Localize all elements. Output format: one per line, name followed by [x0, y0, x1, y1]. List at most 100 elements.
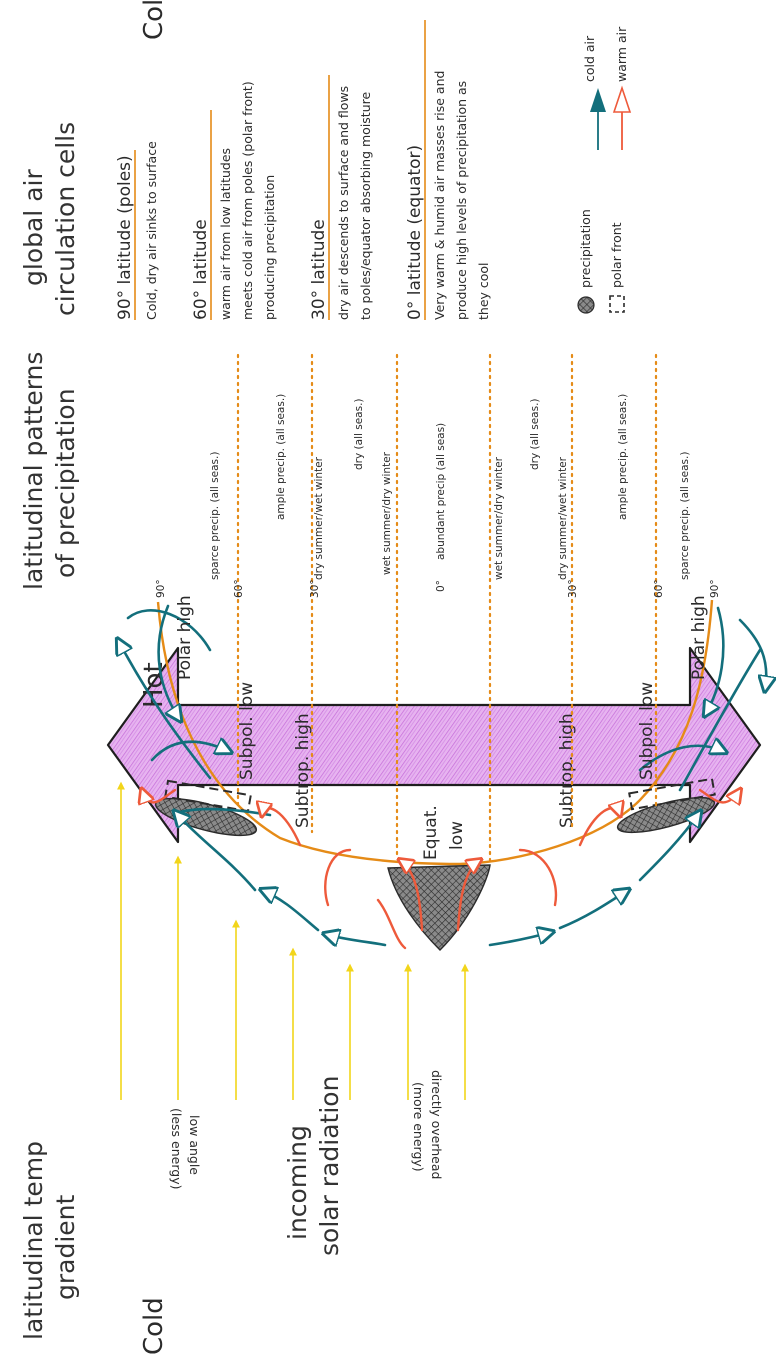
precip-zone: sparce precip. (all seas.)	[679, 452, 691, 580]
legend-polar-front-label: polar front	[609, 222, 624, 288]
cells-note-0: 0° latitude (equator) Very warm & humid …	[405, 20, 491, 320]
note-title: 0° latitude (equator)	[405, 145, 425, 320]
warm-air-arrow	[400, 860, 424, 932]
legend-warm-air-arrowhead	[612, 85, 632, 113]
warm-air-flows	[142, 790, 740, 950]
cold-air-arrow	[705, 606, 725, 715]
precip-blob-equator	[387, 864, 491, 951]
lat-tick: 90°	[709, 579, 721, 598]
note-line: meets cold air from poles (polar front)	[240, 81, 255, 320]
precip-zones: sparce precip. (all seas.) ample precip.…	[209, 394, 691, 580]
polar-front-left	[164, 779, 252, 813]
precip-zone: ample precip. (all seas.)	[275, 394, 287, 520]
lat-tick: 0°	[435, 580, 447, 592]
cold-air-arrow	[175, 812, 257, 892]
label-subtrop-high-left: Subtrop. high	[293, 713, 313, 828]
precip-zone: wet summer/dry winter	[493, 456, 505, 580]
cold-air-arrow	[150, 742, 230, 762]
solar-label-low-2: (less energy)	[169, 1108, 184, 1189]
precip-blob-right	[616, 796, 716, 834]
cells-note-30: 30° latitude dry air descends to surface…	[309, 75, 373, 320]
cold-air-arrow	[126, 609, 212, 652]
label-subpolar-low-left: Subpol. low	[237, 682, 257, 780]
note-title: 30° latitude	[309, 219, 329, 320]
cold-air-arrow	[157, 604, 180, 720]
note-line: produce high levels of precipitation as	[454, 81, 469, 320]
warm-air-arrow	[518, 848, 558, 907]
label-polar-high-right: Polar high	[689, 595, 709, 680]
cold-air-arrow	[118, 640, 212, 780]
note-line: Cold, dry air sinks to surface	[144, 141, 159, 320]
legend-cold-air-label: cold air	[582, 35, 597, 82]
cold-air-arrow	[325, 934, 387, 945]
label-equat-low-2: low	[447, 821, 467, 850]
cold-air-arrow	[638, 812, 700, 882]
note-title: 90° latitude (poles)	[115, 155, 135, 320]
precip-zone: dry summer/wet winter	[313, 456, 325, 580]
solar-label-direct-1: directly overhead	[429, 1070, 444, 1179]
label-polar-high-left: Polar high	[175, 595, 195, 680]
label-subpolar-low-right: Subpol. low	[637, 682, 657, 780]
lat-tick: 30°	[309, 579, 321, 598]
legend-warm-air-label: warm air	[614, 26, 629, 82]
legend-precip-label: precipitation	[578, 209, 593, 288]
note-line: they cool	[476, 262, 491, 320]
solar-label-direct-2: (more energy)	[411, 1082, 426, 1172]
header-precip-1: latitudinal patterns	[19, 352, 48, 590]
cold-air-arrow	[738, 618, 766, 690]
lat-tick: 60°	[653, 579, 665, 598]
precip-zone: dry (all seas.)	[353, 398, 365, 470]
warm-air-arrow	[262, 808, 302, 847]
precip-zone: ample precip. (all seas.)	[617, 394, 629, 520]
warm-air-arrow	[324, 848, 352, 907]
cold-air-arrow	[558, 890, 628, 930]
lat-tick: 90°	[155, 579, 167, 598]
label-subtrop-high-right: Subtrop. high	[557, 713, 577, 828]
header-solar-1: incoming	[283, 1125, 312, 1240]
legend-cold-air-arrowhead	[590, 88, 606, 112]
warm-air-arrow	[142, 790, 177, 802]
latitude-lines	[236, 353, 658, 862]
cold-label-left: Cold	[139, 1297, 169, 1355]
legend: precipitation polar front cold air warm …	[577, 26, 632, 314]
note-title: 60° latitude	[191, 219, 211, 320]
header-precip-2: of precipitation	[51, 388, 80, 578]
note-line: dry air descends to surface and flows	[336, 86, 351, 320]
legend-polar-front-swatch	[609, 295, 625, 313]
header-solar-2: solar radiation	[315, 1076, 344, 1256]
precip-zone: sparce precip. (all seas.)	[209, 452, 221, 580]
precip-zone: wet summer/dry winter	[381, 451, 393, 575]
header-temp-gradient-2: gradient	[51, 1194, 80, 1300]
header-cells-1: global air	[19, 169, 48, 286]
note-line: warm air from low latitudes	[218, 148, 233, 320]
cold-label-right: Cold	[139, 0, 169, 40]
note-line: Very warm & humid air masses rise and	[432, 71, 447, 320]
warm-air-arrow	[376, 898, 407, 950]
legend-precip-swatch	[577, 296, 595, 314]
warm-air-arrow	[578, 808, 620, 847]
lat-tick: 60°	[233, 579, 245, 598]
precip-zone: dry (all seas.)	[529, 398, 541, 470]
precip-zone: dry summer/wet winter	[557, 456, 569, 580]
latitude-ticks: 90° 60° 30° 0° 30° 60° 90°	[155, 579, 721, 598]
warm-air-arrow	[698, 790, 740, 802]
cells-note-60: 60° latitude warm air from low latitudes…	[191, 81, 277, 320]
warm-air-arrow	[456, 860, 480, 932]
header-cells-2: circulation cells	[51, 122, 80, 316]
solar-rays	[117, 781, 469, 1100]
cells-note-90: 90° latitude (poles) Cold, dry air sinks…	[115, 141, 159, 320]
note-line: to poles/equator absorbing moisture	[358, 92, 373, 320]
label-equat-low-1: Equat.	[421, 805, 441, 860]
polar-front-right	[628, 777, 716, 811]
cold-air-arrow	[488, 932, 552, 947]
precip-blob-left	[154, 797, 258, 837]
precip-zone: abundant precip (all seas)	[435, 423, 447, 560]
header-temp-gradient-1: latitudinal temp	[19, 1141, 48, 1340]
cold-air-arrow	[638, 746, 725, 772]
cold-air-flows	[118, 604, 766, 947]
solar-label-low-1: low angle	[187, 1115, 202, 1175]
note-line: producing precipitation	[262, 175, 277, 320]
lat-tick: 30°	[567, 579, 579, 598]
cold-air-arrow	[262, 890, 320, 932]
